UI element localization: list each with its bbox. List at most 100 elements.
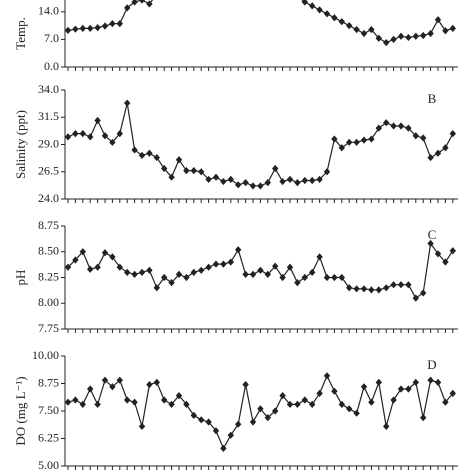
- data-point: [64, 398, 72, 406]
- data-point: [427, 153, 434, 162]
- data-point: [301, 273, 308, 282]
- data-point: [205, 263, 212, 271]
- data-point: [383, 284, 390, 292]
- data-point: [72, 25, 79, 33]
- data-point: [138, 151, 146, 159]
- data-point: [138, 422, 146, 430]
- data-point: [449, 130, 456, 138]
- panel-letter: D: [427, 357, 436, 372]
- data-point: [205, 418, 212, 426]
- data-point: [264, 414, 271, 422]
- y-tick-label: 10.00: [32, 348, 59, 362]
- data-point: [442, 144, 449, 152]
- data-point: [72, 256, 79, 264]
- data-point: [442, 398, 449, 406]
- data-point: [64, 263, 72, 271]
- data-point: [161, 273, 168, 282]
- data-point: [383, 119, 390, 127]
- data-point: [131, 146, 138, 154]
- data-point: [405, 281, 412, 289]
- data-point: [249, 182, 257, 190]
- data-point: [449, 24, 456, 32]
- data-point: [101, 376, 109, 384]
- data-point: [323, 10, 331, 18]
- data-point: [286, 263, 294, 271]
- data-point: [64, 26, 72, 34]
- data-point: [146, 0, 153, 8]
- data-line: [67, 0, 453, 44]
- data-point: [183, 273, 190, 282]
- data-point: [375, 286, 382, 294]
- data-point: [94, 23, 101, 32]
- data-point: [109, 138, 116, 146]
- data-point: [87, 265, 94, 273]
- data-point: [64, 133, 72, 141]
- data-point: [79, 248, 86, 256]
- data-point: [168, 173, 175, 181]
- data-point: [442, 258, 449, 266]
- data-point: [279, 273, 286, 282]
- y-tick-label: 8.50: [38, 244, 59, 258]
- y-tick-label: 34.0: [38, 82, 59, 96]
- data-point: [346, 138, 353, 146]
- data-point: [220, 260, 227, 268]
- data-point: [323, 273, 331, 282]
- data-point: [138, 268, 146, 276]
- y-tick-label: 8.75: [38, 375, 59, 389]
- data-point: [405, 124, 412, 132]
- data-point: [412, 132, 419, 140]
- y-tick-label: 8.75: [38, 218, 59, 232]
- y-tick-label: 26.5: [38, 164, 59, 178]
- data-point: [316, 175, 323, 183]
- data-point: [138, 0, 146, 4]
- y-tick-label: 8.25: [38, 269, 59, 283]
- data-point: [412, 32, 419, 40]
- data-point: [434, 378, 442, 386]
- data-point: [249, 270, 257, 279]
- data-point: [116, 130, 123, 138]
- data-point: [227, 258, 234, 266]
- data-point: [72, 396, 79, 404]
- y-axis-label: Salinity (ppt): [13, 110, 28, 179]
- data-point: [109, 20, 116, 28]
- data-point: [405, 33, 412, 42]
- data-point: [249, 418, 257, 426]
- data-point: [405, 385, 412, 393]
- data-point: [175, 392, 183, 400]
- data-point: [338, 18, 345, 26]
- data-point: [190, 268, 197, 276]
- data-point: [124, 396, 131, 404]
- data-point: [301, 396, 308, 404]
- data-point: [190, 167, 197, 175]
- data-point: [79, 400, 86, 408]
- data-point: [383, 38, 390, 47]
- y-tick-label: 24.0: [38, 191, 59, 205]
- data-point: [346, 22, 353, 30]
- data-point: [79, 24, 86, 32]
- data-point: [101, 249, 109, 257]
- data-point: [434, 250, 442, 258]
- data-point: [198, 168, 205, 176]
- data-point: [301, 0, 308, 6]
- data-point: [368, 135, 375, 143]
- data-point: [220, 177, 227, 186]
- data-point: [168, 400, 175, 408]
- data-point: [442, 27, 449, 35]
- data-point: [420, 289, 427, 297]
- data-point: [212, 173, 220, 181]
- data-point: [331, 387, 338, 395]
- data-point: [360, 136, 368, 144]
- data-point: [420, 414, 427, 422]
- data-point: [116, 376, 123, 384]
- data-point: [412, 294, 419, 302]
- data-point: [198, 266, 205, 274]
- data-point: [294, 400, 301, 408]
- data-point: [242, 381, 249, 389]
- data-point: [161, 396, 168, 404]
- data-point: [94, 400, 101, 408]
- data-point: [427, 239, 434, 248]
- data-point: [434, 16, 442, 24]
- data-point: [323, 168, 331, 176]
- data-point: [183, 400, 190, 408]
- data-point: [227, 175, 234, 183]
